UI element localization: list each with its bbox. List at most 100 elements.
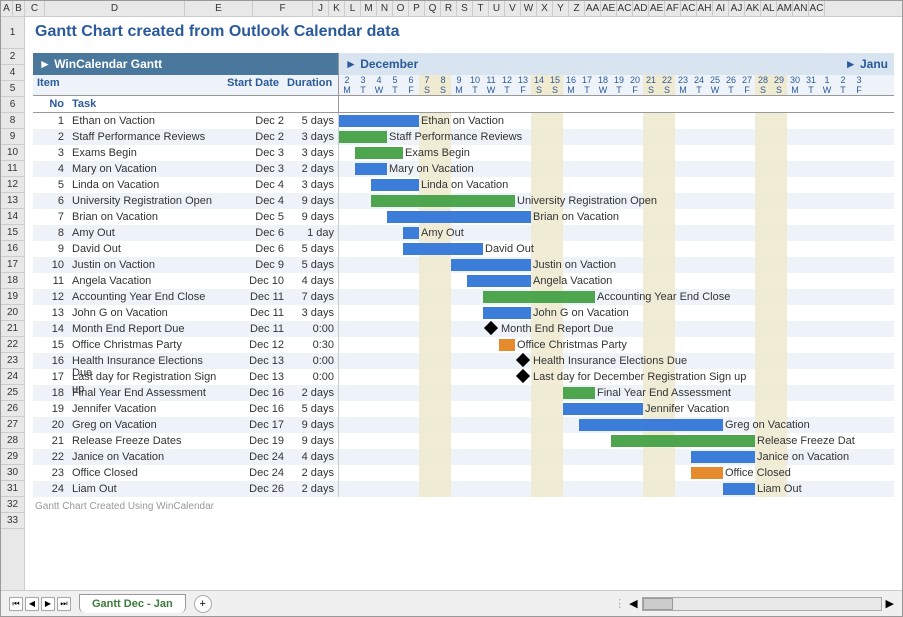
weekend-shade — [531, 401, 547, 417]
row-header[interactable]: 25 — [1, 385, 24, 401]
day-number: 20 — [627, 75, 643, 85]
day-number: 11 — [483, 75, 499, 85]
scroll-left-icon[interactable]: ◀ — [629, 597, 637, 610]
col-header[interactable]: Z — [569, 1, 585, 16]
col-header[interactable]: T — [473, 1, 489, 16]
day-of-week: F — [851, 85, 867, 95]
col-header[interactable]: O — [393, 1, 409, 16]
weekend-shade — [435, 289, 451, 305]
col-header[interactable]: Y — [553, 1, 569, 16]
row-header[interactable]: 4 — [1, 65, 24, 81]
col-header[interactable]: V — [505, 1, 521, 16]
col-header[interactable]: B — [13, 1, 25, 16]
row-header[interactable]: 2 — [1, 49, 24, 65]
col-header[interactable]: AN — [793, 1, 809, 16]
scrollbar-thumb[interactable] — [643, 598, 673, 610]
row-header[interactable]: 30 — [1, 465, 24, 481]
sheet-tab[interactable]: Gantt Dec - Jan — [79, 594, 186, 613]
col-header[interactable]: F — [253, 1, 313, 16]
row-header[interactable]: 5 — [1, 81, 24, 97]
gantt-timeline-cell: Brian on Vacation — [338, 209, 894, 225]
col-header[interactable]: X — [537, 1, 553, 16]
scroll-right-icon[interactable]: ▶ — [886, 597, 894, 610]
row-header[interactable]: 15 — [1, 225, 24, 241]
col-header[interactable]: AE — [601, 1, 617, 16]
row-header[interactable]: 1 — [1, 17, 24, 49]
col-header[interactable]: M — [361, 1, 377, 16]
task-info: 17Last day for Registration Sign upDec 1… — [33, 369, 338, 385]
row-header[interactable]: 29 — [1, 449, 24, 465]
col-header[interactable]: R — [441, 1, 457, 16]
row-header[interactable]: 20 — [1, 305, 24, 321]
col-header[interactable]: S — [457, 1, 473, 16]
row-header[interactable]: 8 — [1, 113, 24, 129]
col-header[interactable]: AC — [681, 1, 697, 16]
row-header[interactable]: 28 — [1, 433, 24, 449]
task-duration: 2 days — [288, 465, 338, 481]
weekend-shade — [659, 465, 675, 481]
day-number: 31 — [803, 75, 819, 85]
col-header[interactable]: AD — [633, 1, 649, 16]
col-header[interactable]: A — [1, 1, 13, 16]
col-header[interactable]: AF — [665, 1, 681, 16]
row-header[interactable]: 6 — [1, 97, 24, 113]
col-header[interactable]: Q — [425, 1, 441, 16]
tab-prev-icon[interactable]: ◀ — [25, 597, 39, 611]
col-header[interactable]: AM — [777, 1, 793, 16]
col-header[interactable]: AE — [649, 1, 665, 16]
row-header[interactable]: 22 — [1, 337, 24, 353]
tab-last-icon[interactable]: ⏭ — [57, 597, 71, 611]
day-of-week: F — [515, 85, 531, 95]
add-sheet-icon[interactable]: + — [194, 595, 212, 613]
col-header[interactable]: N — [377, 1, 393, 16]
gantt-timeline-cell: Accounting Year End Close — [338, 289, 894, 305]
row-header[interactable]: 18 — [1, 273, 24, 289]
day-of-week: T — [803, 85, 819, 95]
weekend-shade — [755, 177, 771, 193]
row-header[interactable]: 11 — [1, 161, 24, 177]
row-header[interactable]: 16 — [1, 241, 24, 257]
task-name: Final Year End Assessment — [68, 385, 228, 401]
task-no: 10 — [33, 257, 68, 273]
row-header[interactable]: 21 — [1, 321, 24, 337]
row-header[interactable]: 26 — [1, 401, 24, 417]
col-header[interactable]: D — [45, 1, 185, 16]
task-name: Amy Out — [68, 225, 228, 241]
col-header[interactable]: AA — [585, 1, 601, 16]
row-header[interactable]: 24 — [1, 369, 24, 385]
row-header[interactable]: 12 — [1, 177, 24, 193]
col-header[interactable]: AK — [745, 1, 761, 16]
col-header[interactable]: E — [185, 1, 253, 16]
row-header[interactable]: 9 — [1, 129, 24, 145]
col-header[interactable]: AH — [697, 1, 713, 16]
col-header[interactable]: P — [409, 1, 425, 16]
row-header[interactable]: 23 — [1, 353, 24, 369]
col-header[interactable]: AI — [713, 1, 729, 16]
row-header[interactable]: 31 — [1, 481, 24, 497]
tab-next-icon[interactable]: ▶ — [41, 597, 55, 611]
gantt-timeline-cell: Justin on Vaction — [338, 257, 894, 273]
gantt-bar — [339, 131, 387, 143]
col-header[interactable]: W — [521, 1, 537, 16]
col-header[interactable]: J — [313, 1, 329, 16]
col-header[interactable]: AJ — [729, 1, 745, 16]
row-header[interactable]: 13 — [1, 193, 24, 209]
col-header[interactable]: L — [345, 1, 361, 16]
col-header[interactable]: U — [489, 1, 505, 16]
tab-first-icon[interactable]: ⏮ — [9, 597, 23, 611]
col-header[interactable]: C — [25, 1, 45, 16]
gantt-bar — [355, 147, 403, 159]
col-header[interactable]: AC — [809, 1, 825, 16]
row-header[interactable]: 33 — [1, 513, 24, 529]
task-start: Dec 5 — [228, 209, 288, 225]
row-header[interactable]: 17 — [1, 257, 24, 273]
row-header[interactable]: 19 — [1, 289, 24, 305]
horizontal-scrollbar[interactable] — [642, 597, 882, 611]
row-header[interactable]: 10 — [1, 145, 24, 161]
row-header[interactable]: 27 — [1, 417, 24, 433]
row-header[interactable]: 32 — [1, 497, 24, 513]
col-header[interactable]: AC — [617, 1, 633, 16]
col-header[interactable]: K — [329, 1, 345, 16]
row-header[interactable]: 14 — [1, 209, 24, 225]
col-header[interactable]: AL — [761, 1, 777, 16]
